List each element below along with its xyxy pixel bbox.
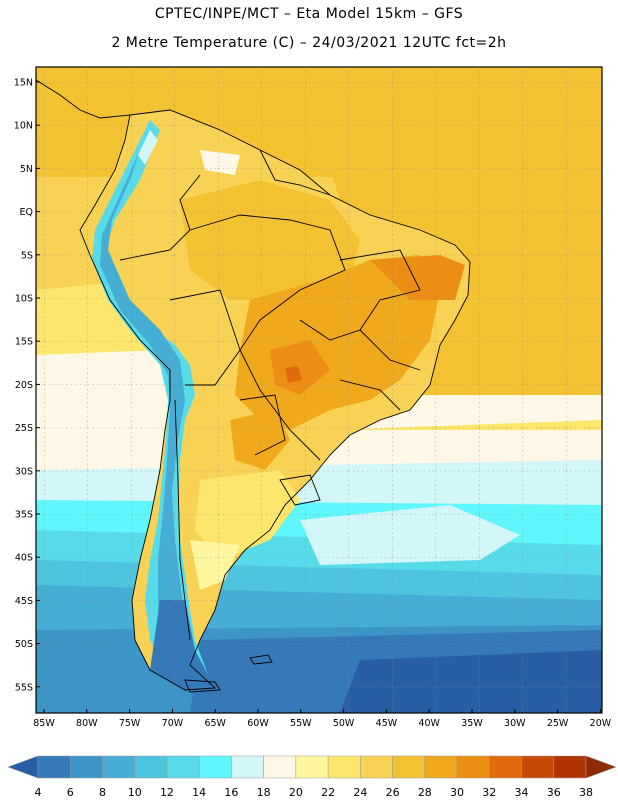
colorbar-label-20: 20 (289, 786, 303, 799)
colorbar-box (37, 755, 71, 779)
lon-label-20w: 20W (590, 718, 612, 729)
colorbar-label-38: 38 (579, 786, 593, 799)
falkland-islands (249, 654, 273, 665)
title-line-1: CPTEC/INPE/MCT – Eta Model 15km – GFS (154, 6, 464, 22)
longitude-labels: 85W 80W 75W 70W 65W 60W 55W 50W 45W 40W 35W 30W 25W 2… (33, 709, 612, 729)
lat-label-10s: 10S (15, 294, 33, 305)
colorbar-box (295, 755, 329, 779)
colorbar-box (360, 755, 393, 779)
lat-label-55s: 55S (15, 682, 33, 693)
coastline (79, 109, 471, 691)
colorbar-box (521, 755, 555, 779)
colorbar-label-18: 18 (257, 786, 271, 799)
lat-label-50s: 50S (15, 639, 33, 650)
colorbar-box (166, 755, 200, 779)
border-uruguay (279, 474, 321, 506)
colorbar-label-12: 12 (160, 786, 174, 799)
colorbar-box (69, 755, 103, 779)
lat-label-25s: 25S (15, 423, 33, 434)
colorbar-box (456, 755, 490, 779)
colorbar-label-4: 4 (35, 786, 42, 799)
latitude-labels: 15N 10N 5N EQ 5S 10S 15S 20S 25S 30S 35S 40S 45S 50S 5… (14, 78, 40, 693)
colorbar-label-6: 6 (67, 786, 74, 799)
map-frame (35, 66, 603, 714)
lat-label-20s: 20S (15, 380, 33, 391)
lon-label-55w: 55W (290, 718, 312, 729)
colorbar-box (424, 755, 458, 779)
colorbar-box (392, 755, 426, 779)
lat-label-40s: 40S (15, 553, 33, 564)
lon-label-85w: 85W (33, 718, 55, 729)
lat-label-35s: 35S (15, 510, 33, 521)
lon-label-75w: 75W (119, 718, 141, 729)
lon-label-70w: 70W (162, 718, 184, 729)
border-paraguay (239, 394, 286, 456)
lat-label-15s: 15S (15, 337, 33, 348)
colorbar-label-36: 36 (547, 786, 561, 799)
colorbar-label-10: 10 (128, 786, 142, 799)
lon-label-50w: 50W (333, 718, 355, 729)
central-america (36, 79, 131, 119)
lat-lon-grid (36, 67, 602, 713)
tierra-del-fuego (184, 679, 221, 693)
lat-label-30s: 30S (15, 466, 33, 477)
lon-label-80w: 80W (76, 718, 98, 729)
colorbar-label-8: 8 (99, 786, 106, 799)
lat-label-5s: 5S (21, 250, 33, 261)
colorbar-box (134, 755, 168, 779)
colorbar-arrow-low (7, 755, 39, 779)
colorbar-box (198, 755, 232, 779)
colorbar-label-24: 24 (353, 786, 367, 799)
lon-label-65w: 65W (204, 718, 226, 729)
lat-label-5n: 5N (20, 164, 33, 175)
lon-label-60w: 60W (247, 718, 269, 729)
border-andean (119, 174, 201, 261)
colorbar-box (489, 755, 522, 779)
lat-label-10n: 10N (14, 121, 33, 132)
lon-label-35w: 35W (461, 718, 483, 729)
lat-label-45s: 45S (15, 596, 33, 607)
colorbar: 4 6 8 10 12 14 16 18 20 22 24 26 28 30 32 34 36 38 (7, 755, 617, 799)
brazil-states (299, 249, 421, 411)
borders (36, 79, 471, 693)
lon-label-45w: 45W (376, 718, 398, 729)
colorbar-label-26: 26 (386, 786, 400, 799)
colorbar-label-34: 34 (515, 786, 529, 799)
colorbar-box (553, 755, 587, 779)
border-brazil (189, 214, 346, 461)
lon-label-25w: 25W (547, 718, 569, 729)
border-guianas (259, 149, 331, 196)
border-argentina-chile (174, 399, 191, 641)
colorbar-box (327, 755, 361, 779)
colorbar-label-30: 30 (450, 786, 464, 799)
border-bolivia (169, 289, 241, 386)
colorbar-label-32: 32 (482, 786, 496, 799)
lat-label-15n: 15N (14, 78, 33, 89)
lat-label-eq: EQ (20, 207, 33, 218)
colorbar-box (102, 755, 135, 779)
lon-label-40w: 40W (418, 718, 440, 729)
colorbar-arrow-high (585, 755, 617, 779)
title-line-2: 2 Metre Temperature (C) – 24/03/2021 12U… (111, 35, 507, 51)
colorbar-label-22: 22 (321, 786, 335, 799)
colorbar-box (263, 755, 297, 779)
colorbar-label-28: 28 (418, 786, 432, 799)
colorbar-label-16: 16 (224, 786, 238, 799)
lon-label-30w: 30W (504, 718, 526, 729)
colorbar-label-14: 14 (192, 786, 206, 799)
colorbar-box (231, 755, 264, 779)
